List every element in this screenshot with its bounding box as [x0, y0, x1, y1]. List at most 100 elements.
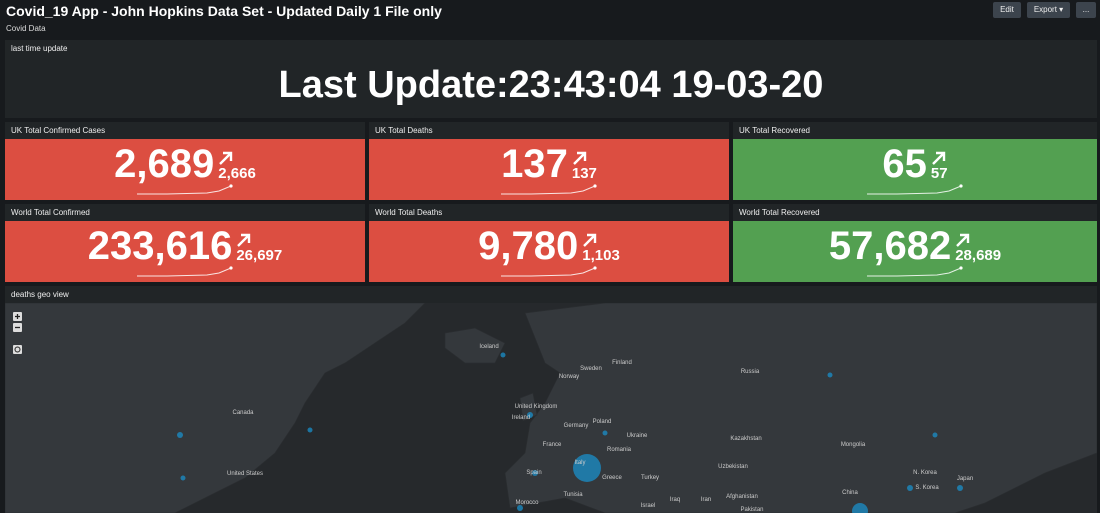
kpi-block: 137 137 — [369, 139, 729, 200]
bubble — [500, 352, 506, 358]
country-label: Iran — [701, 497, 711, 503]
country-label: Israel — [641, 503, 656, 509]
edit-button[interactable]: Edit — [993, 2, 1021, 18]
country-label: Mongolia — [841, 442, 866, 448]
export-button[interactable]: Export ▾ — [1027, 2, 1070, 18]
sparkline — [867, 266, 963, 277]
kpi-value: 9,780 — [478, 224, 579, 268]
country-label: N. Korea — [913, 470, 937, 476]
kpi-value: 137 — [501, 142, 568, 186]
sparkline — [867, 184, 963, 195]
bubbles — [177, 352, 963, 513]
country-label: Tunisia — [563, 492, 583, 498]
dashboard-title: Covid_19 App - John Hopkins Data Set - U… — [6, 3, 442, 19]
kpi-delta: 137 — [571, 165, 597, 182]
map-labels: Iceland Sweden Finland Norway Russia Canada Un… — [227, 344, 973, 513]
country-label: Ukraine — [627, 433, 648, 439]
country-label: Turkey — [641, 475, 659, 481]
zoom-out[interactable] — [13, 323, 22, 332]
kpi-side: 137 — [572, 151, 597, 182]
bubble — [852, 503, 868, 513]
country-label: United States — [227, 471, 263, 477]
country-label: Norway — [559, 374, 579, 380]
kpi-panel: World Total Deaths 9,780 1,103 — [369, 204, 729, 282]
kpi-side: 26,697 — [236, 233, 282, 264]
sparkline — [501, 266, 597, 277]
panel-title: World Total Deaths — [375, 208, 443, 217]
bubble — [573, 454, 601, 482]
kpi-panel: UK Total Recovered 65 57 — [733, 122, 1097, 200]
kpi-row: 233,616 26,697 — [5, 224, 365, 268]
bubble — [527, 412, 533, 418]
country-label: Kazakhstan — [730, 436, 761, 442]
kpi-delta: 26,697 — [236, 247, 283, 264]
country-label: Spain — [526, 470, 541, 476]
update-text: Last Update:23:43:04 19-03-20 — [278, 64, 824, 106]
kpi-delta: 2,666 — [218, 165, 256, 182]
kpi-side: 2,666 — [218, 151, 256, 182]
dashboard-subtitle: Covid Data — [6, 24, 46, 33]
export-label: Export — [1033, 5, 1057, 14]
kpi-panel: World Total Recovered 57,682 28,689 — [733, 204, 1097, 282]
bubble — [177, 432, 183, 438]
bubble — [602, 430, 608, 436]
kpi-row: 137 137 — [369, 142, 729, 186]
update-panel: last time update Last Update:23:43:04 19… — [5, 40, 1097, 118]
country-label: Russia — [741, 369, 760, 375]
country-label: Greece — [602, 475, 622, 481]
kpi-block: 57,682 28,689 — [733, 221, 1097, 282]
country-label: Afghanistan — [726, 494, 758, 500]
kpi-side: 57 — [931, 151, 948, 182]
country-label: Canada — [232, 410, 254, 416]
kpi-side: 28,689 — [955, 233, 1001, 264]
panel-title: UK Total Recovered — [739, 126, 810, 135]
zoom-in[interactable] — [13, 312, 22, 321]
reset-view[interactable] — [13, 345, 22, 354]
panel-title: World Total Confirmed — [11, 208, 90, 217]
panel-title: UK Total Confirmed Cases — [11, 126, 106, 135]
sparkline — [501, 184, 597, 195]
sparkline — [137, 184, 233, 195]
country-label: Sweden — [580, 366, 602, 372]
panel-title: World Total Recovered — [739, 208, 820, 217]
country-label: Romania — [607, 447, 632, 453]
country-label: Uzbekistan — [718, 464, 748, 470]
bubble — [307, 427, 313, 433]
trend-arrow — [237, 233, 251, 247]
kpi-row: 2,689 2,666 — [5, 142, 365, 186]
map-panel: deaths geo view Iceland Sweden Finland Norw… — [5, 286, 1097, 513]
kpi-row: 9,780 1,103 — [369, 224, 729, 268]
country-label: Pakistan — [740, 507, 763, 513]
map: Iceland Sweden Finland Norway Russia Canada Un… — [5, 303, 1097, 513]
bubble — [932, 432, 938, 438]
kpi-row: 57,682 28,689 — [733, 224, 1097, 268]
bubble — [180, 475, 186, 481]
country-label: France — [543, 442, 562, 448]
bubble — [907, 485, 913, 491]
kpi-delta: 28,689 — [955, 247, 1002, 264]
kpi-block: 2,689 2,666 — [5, 139, 365, 200]
country-label: Poland — [593, 419, 612, 425]
kpi-side: 1,103 — [582, 233, 620, 264]
trend-arrow — [932, 151, 946, 165]
trend-arrow — [573, 151, 587, 165]
more-button[interactable]: ... — [1076, 2, 1096, 18]
country-label: Japan — [957, 476, 973, 482]
country-label: Ireland — [512, 415, 530, 421]
country-label: Morocco — [515, 500, 539, 506]
kpi-value: 2,689 — [114, 142, 215, 186]
country-label: Iceland — [479, 344, 498, 350]
kpi-panel: UK Total Confirmed Cases 2,689 2,666 — [5, 122, 365, 200]
land — [5, 303, 1097, 513]
bubble — [517, 505, 523, 511]
kpi-delta: 1,103 — [582, 247, 620, 264]
bubble — [827, 372, 833, 378]
country-label: China — [842, 490, 858, 496]
panel-title: deaths geo view — [11, 290, 69, 299]
kpi-block: 9,780 1,103 — [369, 221, 729, 282]
kpi-value: 57,682 — [828, 224, 952, 268]
country-label: Iraq — [670, 497, 680, 503]
bubble — [957, 485, 963, 491]
sparkline — [137, 266, 233, 277]
